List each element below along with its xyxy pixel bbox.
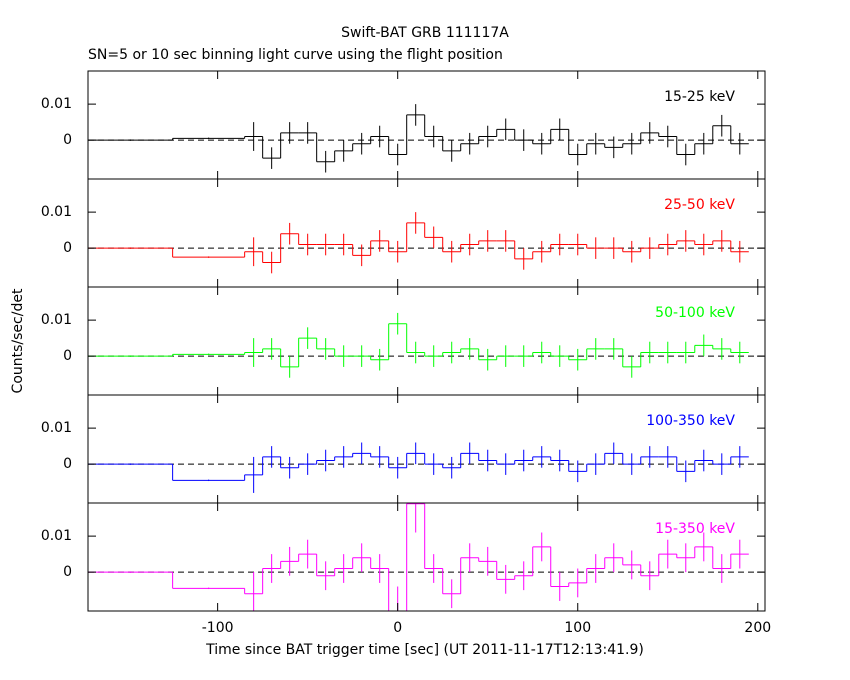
- panel-label: 25-50 keV: [664, 197, 735, 213]
- panel: [88, 312, 765, 378]
- y-tick-label: 0.01: [41, 528, 72, 544]
- step-connector: [172, 114, 732, 162]
- panel: [88, 104, 765, 173]
- chart-title: Swift-BAT GRB 111117A: [341, 25, 509, 41]
- panel: [88, 503, 765, 611]
- panel-label: 50-100 keV: [655, 305, 735, 321]
- x-axis-label: Time since BAT trigger time [sec] (UT 20…: [205, 642, 644, 658]
- step-connector: [172, 503, 732, 611]
- y-axis-label: Counts/sec/det: [10, 288, 26, 393]
- panel-frame: [87, 502, 766, 612]
- y-tick-label: 0: [63, 132, 72, 148]
- y-tick-label: 0: [63, 456, 72, 472]
- chart-subtitle: SN=5 or 10 sec binning light curve using…: [88, 47, 503, 63]
- y-tick-label: 0.01: [41, 204, 72, 220]
- panel-label: 15-25 keV: [664, 89, 735, 105]
- y-tick-label: 0.01: [41, 420, 72, 436]
- x-tick-label: 200: [744, 620, 771, 636]
- x-tick-label: 100: [564, 620, 591, 636]
- y-tick-label: 0: [63, 348, 72, 364]
- x-tick-label: -100: [202, 620, 234, 636]
- y-tick-label: 0: [63, 564, 72, 580]
- step-connector: [172, 453, 732, 481]
- panel: [88, 212, 765, 274]
- panel: [88, 442, 765, 493]
- panel-label: 100-350 keV: [646, 413, 735, 429]
- x-tick-label: 0: [393, 620, 402, 636]
- y-tick-label: 0.01: [41, 312, 72, 328]
- y-tick-label: 0.01: [41, 96, 72, 112]
- panel-label: 15-350 keV: [655, 521, 735, 537]
- y-tick-label: 0: [63, 240, 72, 256]
